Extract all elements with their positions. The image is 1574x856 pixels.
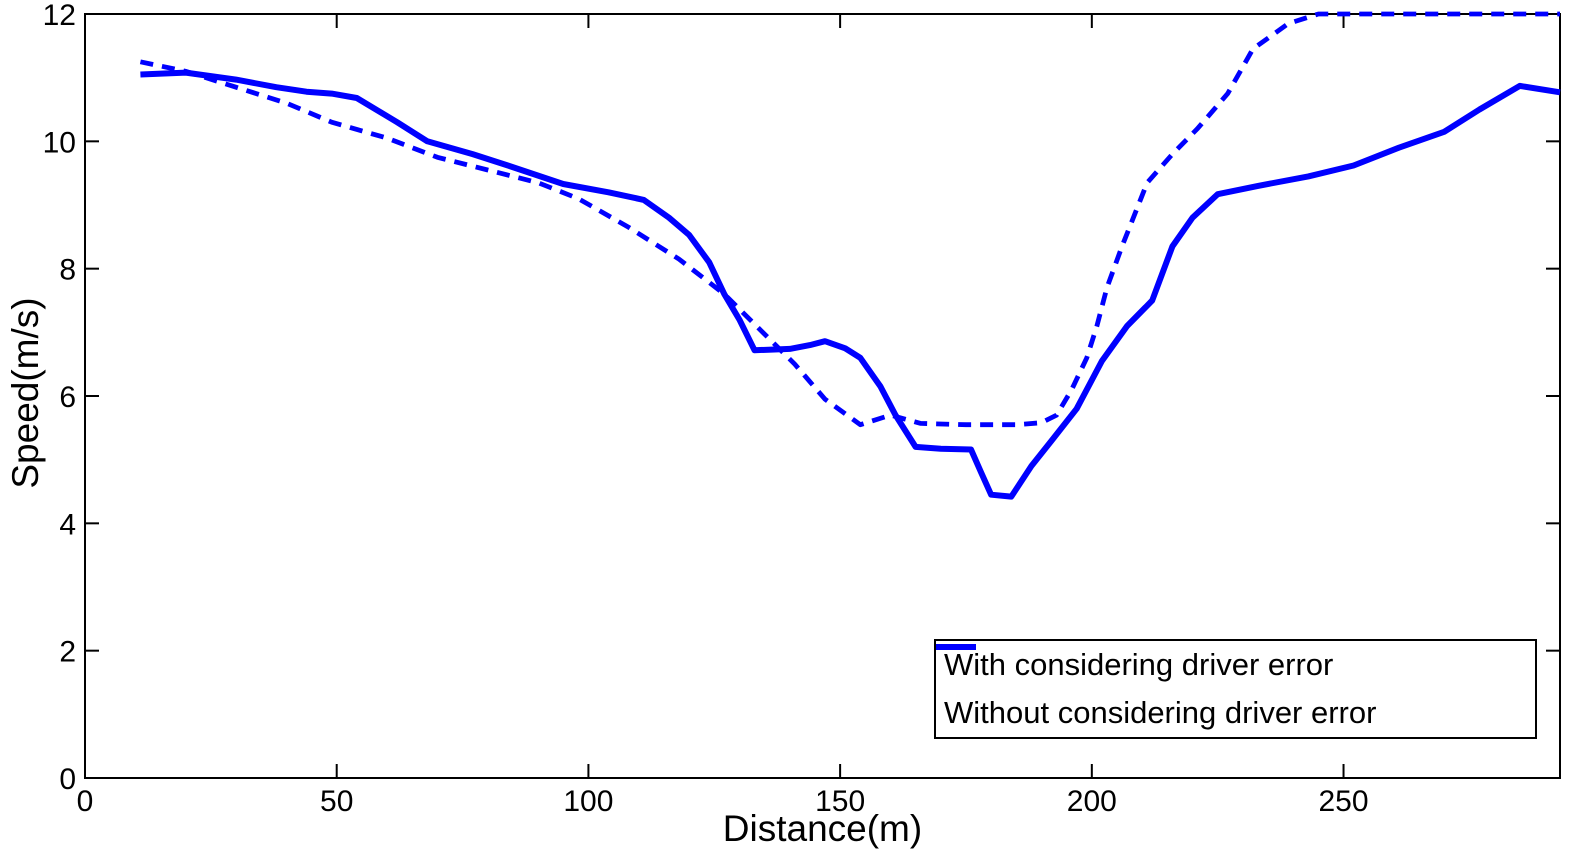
legend-entry-without-driver-error: Without considering driver error [936,644,1535,737]
y-tick-label: 10 [43,126,76,159]
y-tick-label: 12 [43,0,76,32]
solid-line-sample-icon [936,644,976,650]
series-line-dashed [139,11,1560,428]
y-axis-label: Speed(m/s) [5,297,46,489]
legend-label-without-driver-error: Without considering driver error [944,695,1377,730]
series-line-solid [140,69,1561,500]
y-tick-label: 0 [59,763,76,796]
y-tick-label: 6 [59,381,76,414]
legend-entry-with-driver-error: With considering driver error [936,641,1535,689]
y-tick-label: 4 [59,508,76,541]
x-tick-label: 0 [77,785,94,818]
x-tick-label: 200 [1067,785,1117,818]
legend-label-with-driver-error: With considering driver error [944,647,1334,682]
x-tick-label: 250 [1319,785,1369,818]
y-tick-label: 2 [59,636,76,669]
legend: With considering driver error Without co… [934,639,1537,739]
x-axis-label: Distance(m) [722,808,923,849]
y-tick-label: 8 [59,254,76,287]
x-tick-label: 150 [815,785,865,818]
x-tick-label: 100 [563,785,613,818]
x-tick-label: 50 [320,785,353,818]
